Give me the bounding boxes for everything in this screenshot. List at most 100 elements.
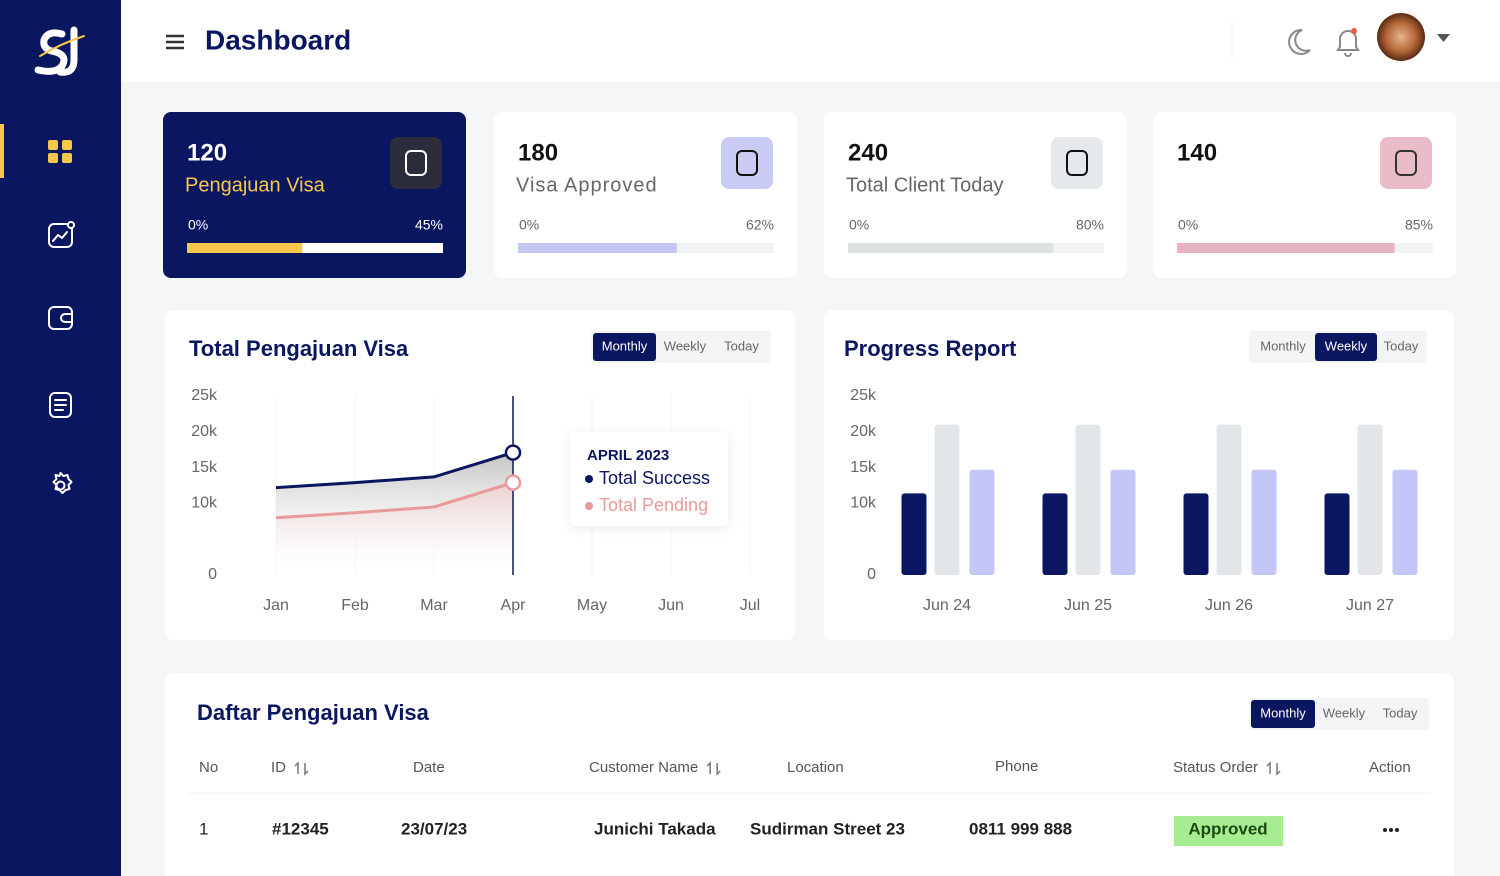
- tab[interactable]: Today: [1384, 338, 1419, 353]
- profile-dropdown[interactable]: [1437, 34, 1450, 42]
- chart-title: Total Pengajuan Visa: [189, 336, 409, 361]
- notifications[interactable]: [1336, 28, 1360, 57]
- bar: [1183, 493, 1209, 575]
- column-header: Date: [413, 759, 445, 776]
- progress-min: 0%: [849, 217, 869, 233]
- progress-bar: [848, 243, 1053, 253]
- column-header: Action: [1369, 759, 1411, 776]
- menu-button[interactable]: [166, 34, 184, 50]
- legend-entry: Total Pending: [599, 495, 708, 515]
- column-header[interactable]: Status Order: [1173, 759, 1258, 776]
- tab[interactable]: Monthly: [602, 338, 648, 353]
- tab-active: [1315, 333, 1377, 361]
- progress-bar: [518, 243, 677, 253]
- action-menu[interactable]: [1383, 828, 1387, 832]
- x-tick-label: May: [577, 597, 607, 614]
- bar: [1324, 493, 1350, 575]
- y-tick-label: 15k: [850, 459, 877, 476]
- nav-documents[interactable]: [49, 392, 72, 418]
- stat-icon: [721, 137, 773, 189]
- progress-track: [187, 243, 443, 253]
- x-tick-label: Jun 25: [1064, 597, 1112, 614]
- column-header: Location: [787, 759, 844, 776]
- tab[interactable]: Weekly: [1323, 705, 1366, 720]
- progress-bar: [187, 243, 303, 253]
- y-tick-label: 20k: [850, 423, 877, 440]
- bar: [1075, 424, 1101, 575]
- y-tick-label: 25k: [850, 387, 877, 404]
- avatar[interactable]: [1377, 13, 1425, 61]
- x-tick-label: Jan: [263, 597, 289, 614]
- stat-icon-glyph: [736, 150, 758, 176]
- dark-mode-toggle[interactable]: [1288, 28, 1311, 55]
- x-tick-label: Jun 27: [1346, 597, 1394, 614]
- hover-point: [504, 474, 522, 491]
- x-tick-label: Feb: [341, 597, 369, 614]
- stat-label: Pengajuan Visa: [185, 174, 326, 196]
- table-title: Daftar Pengajuan Visa: [197, 700, 430, 725]
- tab[interactable]: Today: [1383, 705, 1418, 720]
- progress-label: 85%: [1405, 217, 1433, 233]
- stat-icon-glyph: [1395, 150, 1417, 176]
- stat-icon-glyph: [1066, 150, 1088, 176]
- stat-value: 180: [518, 139, 558, 166]
- y-tick-label: 20k: [191, 423, 218, 440]
- tab[interactable]: Weekly: [1325, 338, 1368, 353]
- tab-active: [593, 333, 656, 361]
- tab[interactable]: Today: [724, 338, 759, 353]
- action-menu[interactable]: [1395, 828, 1399, 832]
- chart-title: Progress Report: [844, 336, 1017, 361]
- column-header: Phone: [995, 758, 1038, 775]
- column-header[interactable]: ID: [271, 759, 286, 776]
- action-menu[interactable]: [1389, 828, 1393, 832]
- tab[interactable]: Weekly: [664, 338, 707, 353]
- area: [276, 482, 513, 575]
- column-header[interactable]: Customer Name: [589, 759, 698, 776]
- y-tick-label: 10k: [850, 495, 877, 512]
- active-indicator: [0, 124, 4, 178]
- table-cell: 23/07/23: [401, 819, 467, 838]
- hover-point: [504, 444, 522, 461]
- progress-label: 80%: [1076, 217, 1104, 233]
- logo: [34, 26, 85, 76]
- sort-icon[interactable]: [1266, 761, 1281, 776]
- bar: [1216, 424, 1242, 575]
- x-tick-label: Jun 24: [923, 597, 971, 614]
- stat-label: Total Client Today: [846, 174, 1004, 196]
- table-cell: 1: [199, 819, 208, 838]
- nav-settings[interactable]: [52, 472, 73, 494]
- stat-value: 120: [187, 139, 227, 166]
- stat-value: 240: [848, 139, 888, 166]
- tab[interactable]: Monthly: [1260, 705, 1306, 720]
- x-tick-label: Jun: [658, 597, 684, 614]
- table-cell: 0811 999 888: [969, 819, 1072, 838]
- column-header: No: [199, 759, 218, 776]
- stat-icon-glyph: [405, 150, 427, 176]
- bar: [1392, 469, 1418, 575]
- bar: [1042, 493, 1068, 575]
- table-cell: Junichi Takada: [594, 819, 716, 838]
- table-panel: [165, 673, 1454, 876]
- nav-dashboard[interactable]: [48, 140, 72, 163]
- x-tick-label: Apr: [501, 597, 527, 614]
- tab[interactable]: Monthly: [1260, 338, 1306, 353]
- stat-icon: [1380, 137, 1432, 189]
- header: [121, 0, 1500, 82]
- legend-entry: Total Success: [599, 468, 710, 488]
- nav-wallet[interactable]: [48, 306, 73, 330]
- progress-min: 0%: [519, 217, 539, 233]
- sort-icon[interactable]: [294, 761, 309, 776]
- stat-icon: [1051, 137, 1103, 189]
- sort-icon[interactable]: [706, 761, 721, 776]
- y-tick-label: 25k: [191, 387, 218, 404]
- x-tick-label: Mar: [420, 597, 448, 614]
- bar: [934, 424, 960, 575]
- status-badge: [1174, 816, 1283, 846]
- table-cell: #12345: [272, 819, 329, 838]
- stat-card: [1153, 112, 1456, 278]
- table-cell: Sudirman Street 23: [750, 819, 905, 838]
- bar: [1357, 424, 1383, 575]
- stat-label: Visa Approved: [516, 174, 658, 196]
- nav-analytics[interactable]: [48, 221, 75, 248]
